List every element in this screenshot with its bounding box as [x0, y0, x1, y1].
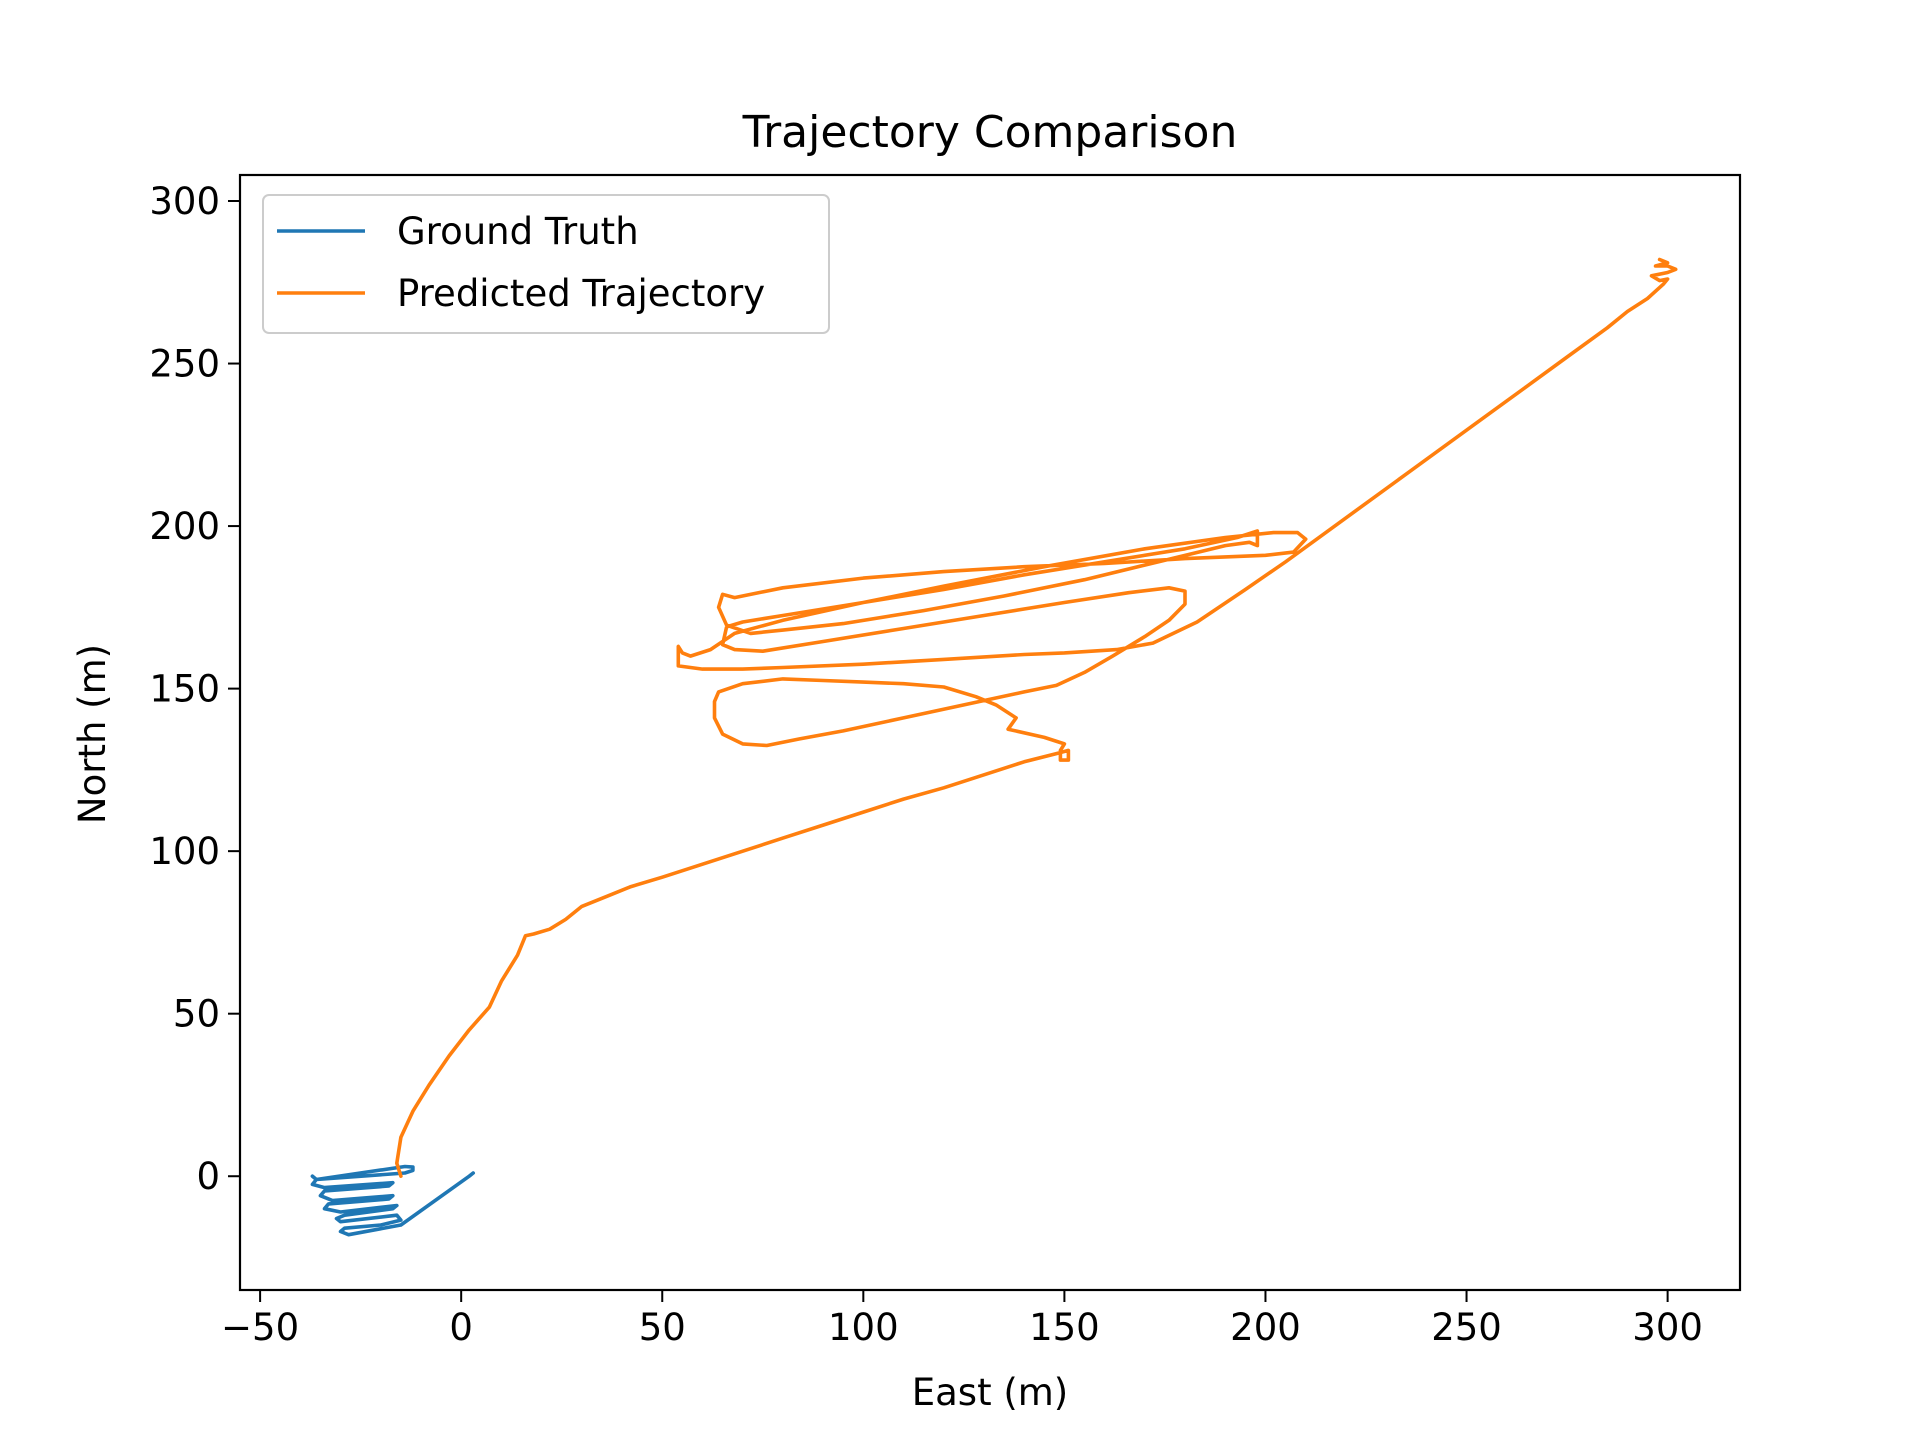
legend-label: Ground Truth	[397, 210, 639, 253]
chart-title: Trajectory Comparison	[742, 107, 1238, 158]
y-tick-label: 300	[149, 180, 220, 223]
x-tick-label: 150	[1029, 1306, 1100, 1349]
y-tick-label: 50	[173, 993, 220, 1036]
x-axis-label: East (m)	[912, 1371, 1069, 1414]
x-tick-label: 250	[1431, 1306, 1502, 1349]
x-axis: −50 0 50 100 150 200 250 300	[221, 1290, 1703, 1349]
legend-box	[262, 194, 830, 334]
x-tick-label: 200	[1230, 1306, 1301, 1349]
x-tick-label: 100	[828, 1306, 899, 1349]
y-tick-label: 250	[149, 343, 220, 386]
y-tick-label: 200	[149, 505, 220, 548]
series-line-ground-truth	[310, 1164, 475, 1237]
axes-frame	[238, 173, 1742, 1292]
y-tick-label: 150	[149, 668, 220, 711]
x-tick-label: 50	[639, 1306, 686, 1349]
series-line-predicted-trajectory	[395, 257, 1678, 1178]
x-tick-label: 0	[449, 1306, 473, 1349]
x-tick-label: 300	[1632, 1306, 1703, 1349]
y-tick-label: 100	[149, 830, 220, 873]
x-tick-label: −50	[221, 1306, 299, 1349]
legend-label: Predicted Trajectory	[397, 272, 765, 315]
y-axis-label: North (m)	[71, 644, 114, 824]
y-axis: 0 50 100 150 200 250 300	[149, 180, 240, 1198]
y-tick-label: 0	[196, 1155, 220, 1198]
legend: Ground Truth Predicted Trajectory	[262, 194, 830, 334]
plot-area	[310, 257, 1678, 1237]
